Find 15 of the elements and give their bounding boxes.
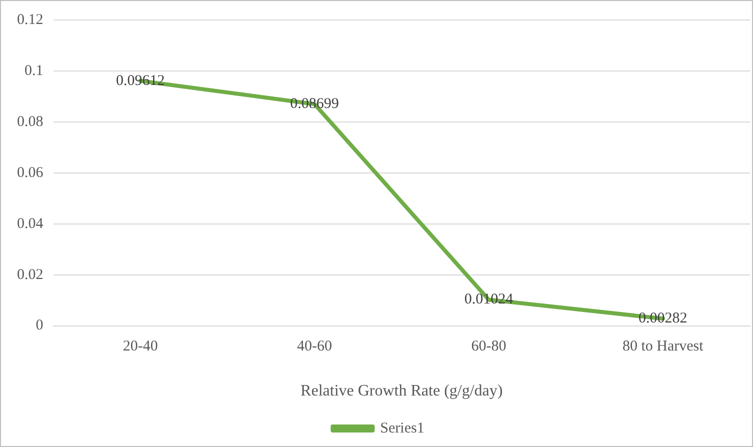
y-tick-label: 0.12 xyxy=(17,12,44,28)
data-label: 0.00282 xyxy=(638,310,688,327)
y-tick-label: 0.06 xyxy=(17,164,44,181)
y-tick-label: 0.04 xyxy=(17,216,44,232)
x-axis-title: Relative Growth Rate (g/g/day) xyxy=(300,382,503,400)
y-tick-label: 0.1 xyxy=(24,62,44,79)
x-tick-label: 60-80 xyxy=(471,338,506,355)
x-tick-label: 40-60 xyxy=(297,338,332,355)
data-label: 0.09612 xyxy=(116,72,165,89)
y-tick-label: 0.02 xyxy=(17,266,44,283)
y-tick-label: 0 xyxy=(36,318,44,334)
legend-label: Series1 xyxy=(380,420,424,436)
x-tick-label: 80 to Harvest xyxy=(622,338,704,355)
y-tick-label: 0.08 xyxy=(17,114,44,130)
x-tick-label: 20-40 xyxy=(122,338,158,355)
